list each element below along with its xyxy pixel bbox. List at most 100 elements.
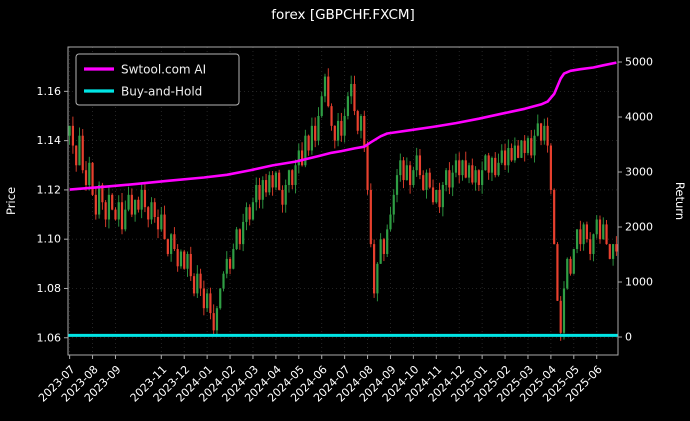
return-tick-label: 3000 xyxy=(625,166,653,179)
candle-body xyxy=(454,160,458,173)
candle-body xyxy=(163,214,166,240)
candle-body xyxy=(101,184,104,203)
candle-body xyxy=(520,140,523,158)
candle-body xyxy=(533,135,536,156)
candle-body xyxy=(350,83,353,97)
candle-body xyxy=(143,189,147,208)
candle-body xyxy=(170,234,173,254)
candle-body xyxy=(474,170,477,183)
candle-body xyxy=(84,170,88,185)
candle-body xyxy=(435,189,438,203)
candle-body xyxy=(422,175,425,190)
candle-body xyxy=(395,175,399,195)
legend-box xyxy=(75,53,240,106)
candle-body xyxy=(510,148,513,161)
y-axis-label-return: Return xyxy=(673,182,687,220)
candle-body xyxy=(238,229,241,245)
candle-body xyxy=(255,184,258,203)
candle-body xyxy=(526,138,530,153)
candle-body xyxy=(553,189,556,245)
candle-body xyxy=(268,175,271,193)
candle-body xyxy=(451,172,454,188)
candle-body xyxy=(330,106,333,126)
candle-body xyxy=(471,165,474,183)
candle-body xyxy=(536,123,539,136)
candle-body xyxy=(559,300,562,333)
candle-body xyxy=(278,172,281,190)
candle-body xyxy=(94,194,97,215)
candle-body xyxy=(448,170,451,188)
candle-body xyxy=(274,172,277,188)
candle-body xyxy=(484,155,487,171)
price-tick-label: 1.10 xyxy=(37,233,62,246)
candle-body xyxy=(222,273,225,289)
candle-body xyxy=(481,170,484,185)
candle-body xyxy=(382,239,386,254)
candle-body xyxy=(598,219,602,240)
price-tick-label: 1.14 xyxy=(37,134,62,147)
legend-label-ai: Swtool.com AI xyxy=(121,63,206,77)
candle-body xyxy=(575,229,579,250)
candle-body xyxy=(402,160,405,181)
candle-body xyxy=(549,145,552,190)
candle-body xyxy=(585,224,588,240)
candle-body xyxy=(346,96,350,116)
candle-body xyxy=(307,135,310,151)
return-tick-label: 5000 xyxy=(625,56,653,69)
candle-body xyxy=(147,207,150,220)
candle-body xyxy=(477,170,480,185)
candle-body xyxy=(212,313,215,331)
candle-body xyxy=(592,234,595,254)
candle-body xyxy=(179,251,183,267)
candle-body xyxy=(75,145,78,166)
legend: Swtool.com AI Buy-and-Hold xyxy=(75,53,240,106)
candle-body xyxy=(431,187,435,203)
candle-body xyxy=(107,194,111,220)
candle-body xyxy=(409,165,412,185)
candle-body xyxy=(608,244,611,259)
candle-body xyxy=(376,263,379,294)
candle-body xyxy=(356,111,359,131)
plot-border xyxy=(67,46,619,356)
chart-title: forex [GBPCHF.FXCM] xyxy=(271,7,415,23)
candle-body xyxy=(120,202,124,230)
candle-body xyxy=(425,172,428,190)
candle-body xyxy=(294,165,297,185)
candle-body xyxy=(186,253,189,269)
candle-body xyxy=(124,209,127,230)
candle-body xyxy=(134,199,137,215)
candle-body xyxy=(68,125,71,136)
candle-body xyxy=(487,155,490,173)
candle-body xyxy=(556,244,559,301)
candle-body xyxy=(291,170,294,185)
candle-body xyxy=(264,180,268,193)
candle-body xyxy=(412,170,415,185)
candle-body xyxy=(314,125,317,141)
candle-body xyxy=(258,184,261,200)
candle-body xyxy=(232,249,235,269)
candle-body xyxy=(366,145,369,190)
candle-body xyxy=(543,125,546,141)
candle-body xyxy=(127,194,130,210)
candle-body xyxy=(219,288,222,309)
candle-body xyxy=(114,209,117,220)
candle-body xyxy=(399,160,402,176)
candle-body xyxy=(176,249,179,267)
candle-body xyxy=(189,253,192,277)
candle-body xyxy=(494,157,497,176)
candle-body xyxy=(611,244,615,259)
candle-body xyxy=(78,135,81,166)
candle-body xyxy=(215,308,219,331)
candle-body xyxy=(317,115,320,141)
candle-body xyxy=(91,162,94,195)
candle-body xyxy=(284,184,287,205)
ai-return-line xyxy=(69,61,617,191)
candle-body xyxy=(160,214,163,230)
candle-body xyxy=(445,170,448,185)
candle-body xyxy=(392,194,395,215)
candle-body xyxy=(569,258,572,274)
candle-body xyxy=(104,202,107,220)
candlestick-and-line-layer xyxy=(68,61,618,341)
candle-body xyxy=(333,125,336,141)
